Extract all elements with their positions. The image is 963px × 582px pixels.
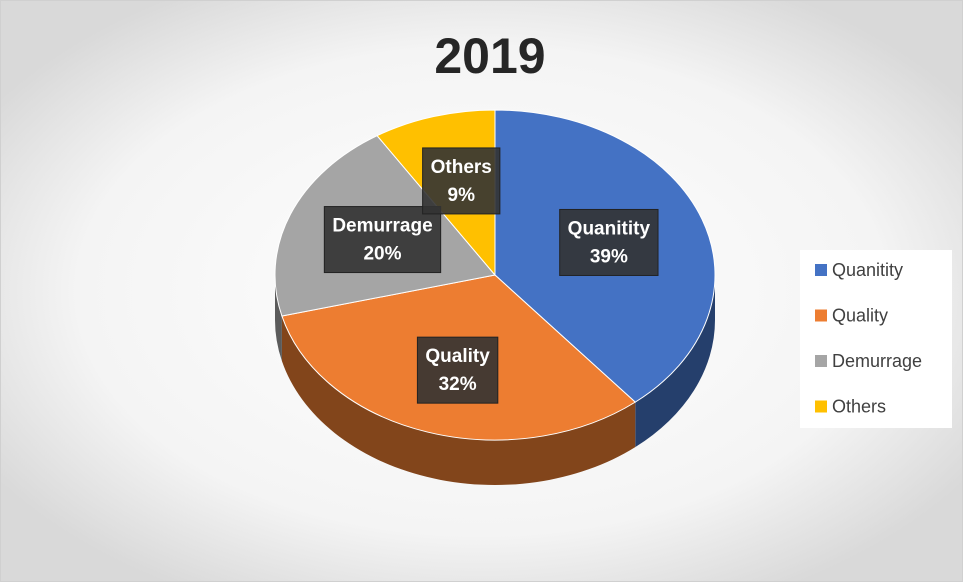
label-box (422, 147, 501, 215)
label-value: 32% (439, 374, 477, 395)
data-label: Quality 32% (416, 336, 499, 404)
legend-swatch (815, 264, 827, 276)
legend-swatch (815, 355, 827, 367)
legend-swatch (815, 400, 827, 413)
legend-label: Quality (832, 305, 888, 325)
legend-label: Demurrage (832, 351, 922, 371)
legend-box (800, 250, 952, 428)
label-category: Others (431, 157, 492, 178)
label-value: 9% (448, 185, 476, 206)
chart-title: 2019 (434, 28, 545, 84)
data-label: Quanitity 39% (559, 208, 659, 276)
data-labels: Quanitity 39% Quality 32% Demurrage 20% Others… (323, 147, 659, 404)
label-value: 20% (363, 244, 401, 265)
label-value: 39% (590, 246, 628, 267)
legend: Quanitity Quality Demurrage Others (815, 260, 922, 416)
data-label: Others 9% (422, 147, 501, 215)
label-category: Demurrage (332, 216, 432, 237)
legend-swatch (815, 309, 827, 322)
legend-label: Quanitity (832, 260, 903, 280)
label-box (416, 336, 499, 404)
label-box (559, 208, 659, 276)
label-box (323, 206, 442, 274)
label-category: Quanitity (568, 218, 651, 239)
legend-label: Others (832, 396, 886, 416)
slice-side (635, 275, 715, 448)
data-label: Demurrage 20% (323, 206, 442, 274)
label-category: Quality (425, 346, 490, 367)
slice-side (281, 316, 636, 485)
